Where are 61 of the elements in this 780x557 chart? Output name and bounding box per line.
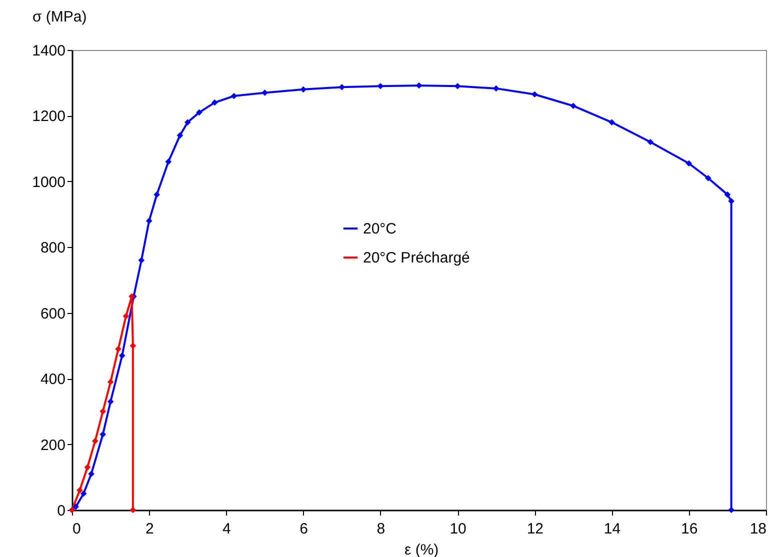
legend-label: 20°C Préchargé	[363, 250, 470, 266]
point	[724, 191, 731, 198]
point	[176, 132, 184, 139]
point	[492, 85, 500, 92]
y-tick-label: 1200	[32, 108, 66, 126]
point	[338, 84, 346, 90]
point	[130, 342, 136, 349]
y-tick-label: 1400	[32, 42, 66, 60]
point	[184, 119, 191, 126]
point	[146, 218, 152, 224]
point	[92, 438, 98, 444]
legend-label: 20°C	[363, 220, 397, 238]
x-tick-label: 2	[145, 520, 154, 538]
point	[728, 198, 734, 204]
point	[107, 378, 114, 386]
point	[138, 257, 145, 264]
x-tick-label: 18	[750, 520, 766, 538]
point	[300, 86, 306, 93]
point	[100, 431, 106, 438]
y-axis-title: σ (MPa)	[32, 8, 87, 26]
point	[230, 92, 238, 100]
y-tick-label: 400	[40, 371, 66, 388]
y-tick-label: 200	[40, 436, 66, 454]
x-tick-label: 6	[300, 520, 308, 538]
point	[154, 191, 160, 198]
point	[211, 99, 218, 106]
x-tick-label: 0	[72, 520, 81, 538]
x-tick-label: 14	[604, 520, 621, 538]
x-tick-label: 4	[222, 520, 231, 538]
y-tick-label: 1000	[32, 174, 66, 191]
point	[728, 506, 734, 514]
point	[262, 90, 268, 96]
point	[377, 82, 384, 90]
y-tick-label: 800	[40, 240, 66, 257]
point	[705, 174, 712, 182]
point	[107, 398, 114, 405]
point	[72, 504, 80, 510]
point	[76, 487, 83, 494]
x-tick-label: 16	[681, 520, 698, 538]
point	[122, 312, 130, 320]
point	[84, 464, 91, 470]
y-tick-label: 600	[40, 305, 66, 322]
point	[608, 119, 615, 126]
point	[100, 408, 106, 415]
point	[532, 91, 538, 98]
point	[88, 470, 94, 478]
x-tick-label: 12	[526, 520, 544, 538]
y-tick-label: 0	[57, 502, 66, 520]
point	[118, 352, 126, 359]
x-tick-label: 10	[450, 520, 466, 538]
point	[196, 109, 202, 116]
point	[80, 490, 87, 497]
point	[454, 82, 461, 90]
point	[686, 160, 692, 167]
point	[115, 346, 122, 352]
point	[647, 138, 654, 146]
point	[570, 102, 576, 110]
point	[416, 82, 422, 89]
point	[165, 158, 172, 165]
point	[130, 506, 136, 514]
x-tick-label: 8	[376, 520, 386, 538]
